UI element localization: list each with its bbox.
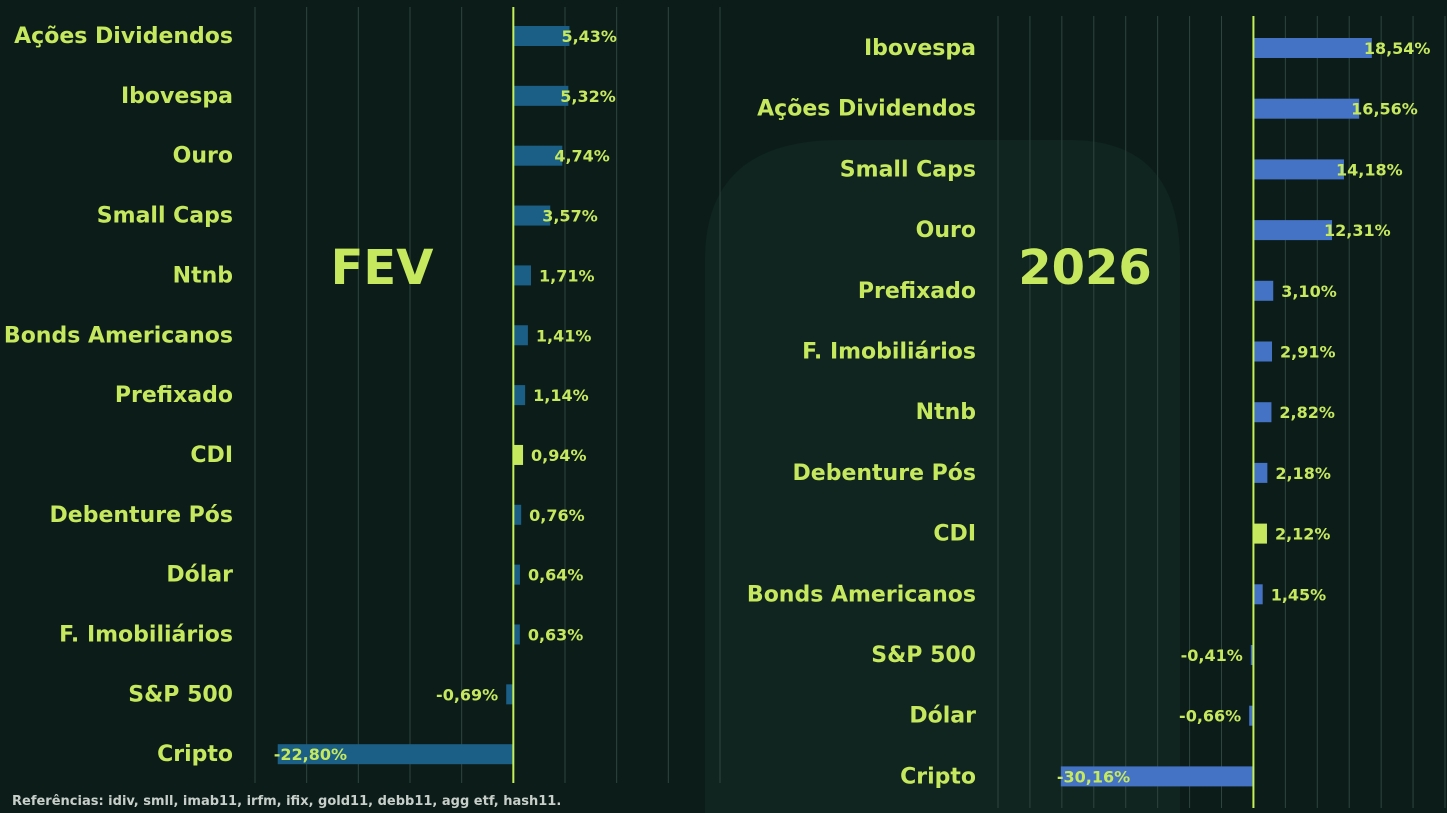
bar bbox=[513, 325, 528, 346]
value-label: 1,45% bbox=[1271, 585, 1327, 604]
chart-big-label: 2026 bbox=[1018, 240, 1152, 296]
bar bbox=[513, 205, 551, 226]
value-label: 5,32% bbox=[560, 87, 616, 106]
category-label: CDI bbox=[933, 522, 976, 547]
category-label: CDI bbox=[190, 443, 233, 468]
category-label: Debenture Pós bbox=[793, 461, 976, 486]
value-label: 1,14% bbox=[533, 386, 589, 405]
value-label: 4,74% bbox=[554, 147, 610, 166]
value-label: 0,76% bbox=[529, 506, 585, 525]
category-label: Ouro bbox=[916, 218, 976, 243]
bar bbox=[1253, 402, 1272, 423]
bar bbox=[513, 26, 570, 46]
value-label: 3,57% bbox=[542, 207, 598, 226]
bar bbox=[1253, 584, 1263, 605]
value-label: -22,80% bbox=[274, 745, 347, 764]
category-label: Prefixado bbox=[115, 383, 233, 408]
value-label: 12,31% bbox=[1324, 221, 1391, 240]
value-label: 0,63% bbox=[528, 626, 584, 645]
value-label: -0,41% bbox=[1181, 646, 1243, 665]
bar bbox=[513, 145, 563, 166]
category-label: Prefixado bbox=[858, 279, 976, 304]
category-label: Small Caps bbox=[97, 204, 233, 229]
value-label: 14,18% bbox=[1336, 160, 1403, 179]
value-label: -30,16% bbox=[1057, 767, 1130, 786]
category-label: F. Imobiliários bbox=[802, 340, 976, 365]
category-label: Dólar bbox=[166, 563, 233, 588]
chart-big-label: FEV bbox=[331, 240, 434, 296]
bar bbox=[1253, 341, 1273, 362]
value-label: 3,10% bbox=[1281, 282, 1337, 301]
chart-2026: 2026 Ibovespa 18,54% Ações Dividendos 16,56%… bbox=[747, 16, 1446, 808]
value-label: 18,54% bbox=[1364, 39, 1431, 58]
category-label: Ntnb bbox=[916, 400, 976, 425]
bar bbox=[513, 624, 520, 645]
bar bbox=[513, 85, 569, 106]
category-label: Ntnb bbox=[173, 263, 233, 288]
value-label: 2,91% bbox=[1280, 343, 1336, 362]
bar bbox=[513, 385, 526, 406]
bar bbox=[506, 684, 514, 705]
value-label: 5,43% bbox=[561, 27, 617, 46]
category-label: Ouro bbox=[173, 144, 233, 169]
bar bbox=[513, 444, 524, 465]
bar bbox=[1253, 280, 1274, 301]
category-label: Small Caps bbox=[840, 157, 976, 182]
value-label: 0,94% bbox=[531, 446, 587, 465]
category-label: Bonds Americanos bbox=[747, 582, 976, 607]
category-label: S&P 500 bbox=[871, 643, 976, 668]
category-label: Bonds Americanos bbox=[4, 323, 233, 348]
bar bbox=[1253, 220, 1333, 241]
bar bbox=[513, 504, 522, 525]
value-label: -0,69% bbox=[436, 685, 498, 704]
bar bbox=[1060, 766, 1254, 787]
value-label: 2,18% bbox=[1275, 464, 1331, 483]
category-label: S&P 500 bbox=[128, 682, 233, 707]
value-label: 0,64% bbox=[528, 566, 584, 585]
bar bbox=[1253, 462, 1268, 483]
value-label: 1,71% bbox=[539, 266, 595, 285]
bar bbox=[1253, 159, 1344, 180]
category-label: Ibovespa bbox=[121, 84, 233, 109]
category-label: Ibovespa bbox=[864, 36, 976, 61]
category-label: Dólar bbox=[909, 704, 976, 729]
bar bbox=[1253, 38, 1372, 58]
category-label: Ações Dividendos bbox=[14, 24, 233, 49]
category-label: Cripto bbox=[900, 764, 976, 789]
bar bbox=[1249, 705, 1254, 726]
bar bbox=[1253, 98, 1360, 119]
bar bbox=[1253, 523, 1267, 544]
category-label: Debenture Pós bbox=[50, 503, 233, 528]
references-footer: Referências: idiv, smll, imab11, irfm, i… bbox=[12, 794, 562, 809]
value-label: 2,82% bbox=[1279, 403, 1335, 422]
chart-fev: FEV Ações Dividendos 5,43% Ibovespa 5,32% Our… bbox=[4, 7, 721, 783]
category-label: Cripto bbox=[157, 742, 233, 767]
background-logo-shape bbox=[705, 140, 1180, 813]
bar bbox=[513, 265, 532, 286]
value-label: 16,56% bbox=[1351, 100, 1418, 119]
value-label: 1,41% bbox=[536, 326, 592, 345]
value-label: -0,66% bbox=[1179, 707, 1241, 726]
bar bbox=[513, 564, 520, 585]
category-label: Ações Dividendos bbox=[757, 97, 976, 122]
value-label: 2,12% bbox=[1275, 525, 1331, 544]
category-label: F. Imobiliários bbox=[59, 623, 233, 648]
bar bbox=[277, 744, 514, 765]
bar bbox=[1250, 645, 1254, 665]
